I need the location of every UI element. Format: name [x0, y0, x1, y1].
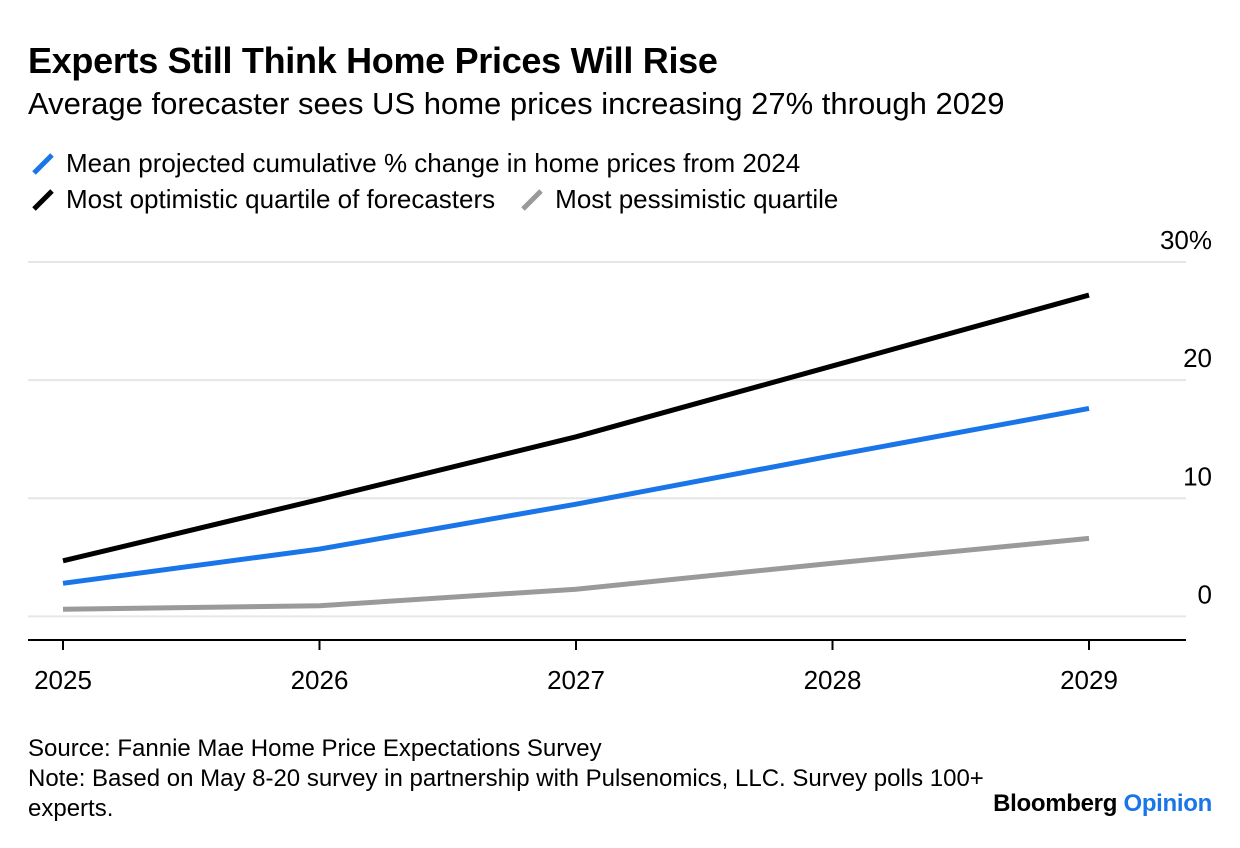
legend-label-mean: Mean projected cumulative % change in ho… [66, 148, 801, 178]
source-text: Source: Fannie Mae Home Price Expectatio… [28, 735, 602, 762]
legend-row-1: Mean projected cumulative % change in ho… [28, 148, 822, 179]
legend-swatch-mean [32, 152, 54, 175]
x-tick-label-2025: 2025 [34, 665, 92, 695]
legend-swatch-pessimistic [521, 188, 543, 211]
series-line-mean [62, 406, 1090, 586]
brand-logo: Bloomberg Opinion [993, 790, 1212, 818]
chart-footer: Source: Fannie Mae Home Price Expectatio… [28, 734, 988, 824]
legend-item-pessimistic: Most pessimistic quartile [517, 184, 838, 215]
y-tick-label-0: 0 [1198, 579, 1212, 609]
legend-swatch-optimistic [32, 188, 54, 211]
chart-subtitle: Average forecaster sees US home prices i… [28, 86, 1005, 121]
legend-item-optimistic: Most optimistic quartile of forecasters [28, 184, 495, 215]
legend-label-optimistic: Most optimistic quartile of forecasters [66, 184, 496, 214]
x-tick-label-2027: 2027 [547, 665, 605, 695]
brand-section: Opinion [1123, 790, 1212, 817]
legend-label-pessimistic: Most pessimistic quartile [555, 184, 839, 214]
brand-name: Bloomberg [993, 790, 1118, 817]
chart-title: Experts Still Think Home Prices Will Ris… [28, 40, 718, 81]
series-line-optimistic [62, 292, 1090, 564]
y-tick-label-20: 20 [1183, 343, 1212, 373]
x-tick-label-2028: 2028 [804, 665, 862, 695]
legend-item-mean: Mean projected cumulative % change in ho… [28, 148, 800, 179]
legend-row-2: Most optimistic quartile of forecasters … [28, 184, 860, 215]
note-text: Note: Based on May 8-20 survey in partne… [28, 765, 984, 822]
y-tick-label-30: 30% [1160, 225, 1212, 255]
series-line-pessimistic [62, 535, 1090, 612]
x-tick-label-2029: 2029 [1060, 665, 1118, 695]
x-tick-label-2026: 2026 [291, 665, 349, 695]
y-tick-label-10: 10 [1183, 461, 1212, 491]
